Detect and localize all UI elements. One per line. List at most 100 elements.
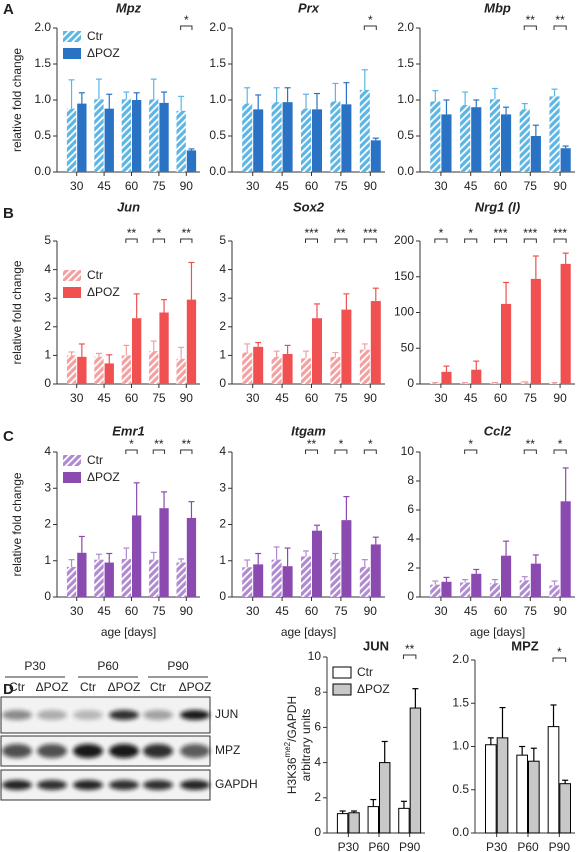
bar [348,812,360,834]
blot-band-label: GAPDH [215,777,258,791]
significance-label: * [558,437,563,451]
blot-timepoint: P90 [167,659,189,673]
blot-band [2,710,32,720]
significance-bracket [152,238,166,243]
blot-timepoint: P60 [97,659,119,673]
bar [271,102,282,172]
legend-swatch [332,666,352,679]
bar [132,318,142,384]
y-tick-label: 6 [407,502,414,516]
y-tick-label: 5 [44,233,51,247]
significance-label: ** [182,437,192,451]
x-tick-label: 45 [464,179,478,193]
significance-label: ** [127,226,137,240]
x-tick-label: 75 [152,179,166,193]
x-tick-label: P30 [486,840,508,852]
y-axis-label: H3K36me2/GAPDH [283,696,299,794]
y-axis-label: relative fold change [10,260,24,364]
significance-bracket [305,449,318,454]
significance-label: * [557,645,562,659]
x-tick-label: 45 [97,179,111,193]
significance-bracket [180,25,193,30]
y-tick-label: 1.5 [452,695,469,709]
y-tick-label: 0.5 [397,128,414,142]
y-tick-label: 3 [219,480,226,494]
y-axis-label: relative fold change [10,472,24,576]
bar [519,382,530,384]
bar [330,101,341,172]
bar [242,567,253,597]
blot-frame [0,769,211,801]
x-tick-label: 90 [553,179,567,193]
x-tick-label: 90 [180,179,194,193]
bar [530,563,541,597]
bar [519,109,530,172]
bar [471,573,482,597]
significance-label: * [368,437,373,451]
significance-bracket [363,238,377,243]
bar [398,807,410,834]
significance-label: * [129,437,134,451]
x-tick-label: 30 [434,391,448,405]
y-tick-label: 0.0 [452,825,469,839]
x-tick-label: P60 [517,840,539,852]
significance-label: ** [307,437,317,451]
bar [549,585,560,597]
significance-bracket [464,449,478,454]
x-tick-label: 60 [305,179,319,193]
y-tick-label: 2.0 [397,20,414,34]
bar [282,102,293,172]
blot-lane-label: ΔPOZ [36,680,69,694]
x-tick-label: 90 [364,604,378,618]
chart-title: Sox2 [293,199,325,214]
y-tick-label: 0.0 [34,164,51,178]
bar [149,351,159,384]
bar [471,369,482,384]
legend-swatch [63,455,81,466]
blot-band-label: MPZ [215,743,240,757]
legend-swatch [63,48,81,59]
x-tick-label: 90 [553,604,567,618]
chart-title: Mbp [484,0,511,15]
bar [441,581,452,597]
bar [559,783,571,834]
bar [530,136,541,172]
y-tick-label: 2.0 [209,20,226,34]
x-tick-label: 90 [180,391,194,405]
y-tick-label: 1.5 [397,56,414,70]
x-tick-label: 75 [334,391,348,405]
x-tick-label: 90 [364,391,378,405]
bar [367,806,379,834]
blot-band [143,744,173,758]
bar [516,754,529,834]
y-tick-label: 1.0 [209,92,226,106]
bar [282,353,293,384]
significance-label: ** [154,437,164,451]
bar [312,318,322,384]
y-tick-label: 0 [219,376,226,390]
bar [186,299,197,384]
bar [159,508,169,597]
bar [282,566,293,597]
bar [242,103,253,172]
bar [460,383,471,384]
y-tick-label: 100 [394,305,414,319]
significance-bracket [334,449,348,454]
bar [460,105,471,172]
blot-band [37,710,67,720]
bar [94,559,104,597]
blot-band [37,780,67,790]
bar [132,100,142,172]
y-tick-label: 2 [407,560,414,574]
bar [77,356,87,384]
significance-bracket [553,238,567,243]
x-tick-label: P30 [338,840,360,852]
x-tick-label: 75 [524,391,538,405]
y-axis-label: relative fold change [10,48,24,152]
bar [379,762,391,834]
x-tick-label: 75 [524,179,538,193]
y-axis-label: arbitrary units [299,709,313,782]
y-tick-label: 2 [314,790,321,804]
blot-band [73,780,103,790]
bar [430,101,441,172]
